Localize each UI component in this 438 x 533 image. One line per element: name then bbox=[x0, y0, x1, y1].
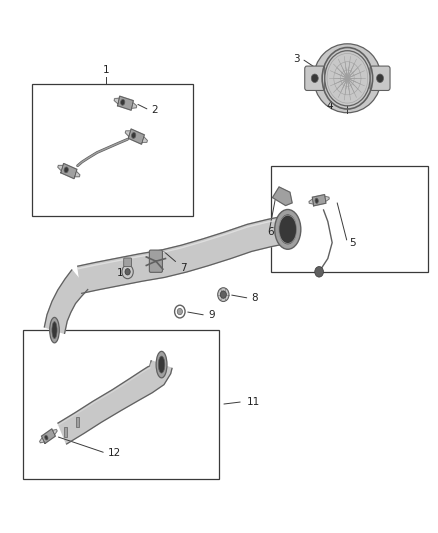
Polygon shape bbox=[42, 429, 55, 443]
Ellipse shape bbox=[156, 351, 167, 378]
Circle shape bbox=[325, 51, 370, 106]
Polygon shape bbox=[309, 199, 313, 204]
Circle shape bbox=[218, 288, 229, 302]
Text: 1: 1 bbox=[102, 64, 109, 75]
Polygon shape bbox=[142, 137, 147, 142]
Ellipse shape bbox=[314, 44, 381, 113]
Bar bbox=[64, 427, 67, 437]
Ellipse shape bbox=[52, 321, 57, 338]
Polygon shape bbox=[58, 165, 63, 171]
Circle shape bbox=[377, 74, 384, 83]
FancyBboxPatch shape bbox=[305, 66, 325, 91]
Text: 11: 11 bbox=[247, 397, 261, 407]
Polygon shape bbox=[117, 96, 133, 110]
Circle shape bbox=[122, 265, 133, 279]
Polygon shape bbox=[61, 164, 77, 179]
Text: 3: 3 bbox=[293, 54, 300, 63]
Ellipse shape bbox=[120, 99, 125, 105]
Polygon shape bbox=[58, 361, 172, 444]
Text: 8: 8 bbox=[252, 293, 258, 303]
Circle shape bbox=[315, 266, 323, 277]
Text: 6: 6 bbox=[267, 227, 273, 237]
FancyBboxPatch shape bbox=[149, 250, 162, 272]
Ellipse shape bbox=[49, 317, 59, 343]
Polygon shape bbox=[44, 270, 88, 333]
Text: 12: 12 bbox=[108, 448, 121, 458]
Circle shape bbox=[177, 309, 183, 315]
Polygon shape bbox=[114, 98, 119, 104]
Polygon shape bbox=[78, 217, 284, 293]
Polygon shape bbox=[272, 187, 292, 206]
Text: 7: 7 bbox=[180, 263, 187, 272]
Polygon shape bbox=[125, 131, 131, 136]
Ellipse shape bbox=[64, 167, 68, 173]
Circle shape bbox=[311, 74, 318, 83]
Ellipse shape bbox=[275, 209, 301, 249]
Polygon shape bbox=[39, 438, 44, 443]
Bar bbox=[32, 84, 193, 216]
Text: 10: 10 bbox=[117, 268, 130, 278]
Circle shape bbox=[220, 291, 226, 298]
FancyBboxPatch shape bbox=[124, 258, 131, 266]
Polygon shape bbox=[74, 171, 80, 177]
Ellipse shape bbox=[279, 215, 297, 244]
Polygon shape bbox=[325, 196, 329, 201]
Circle shape bbox=[175, 305, 185, 318]
Polygon shape bbox=[128, 129, 144, 144]
Text: 4: 4 bbox=[327, 101, 333, 111]
Polygon shape bbox=[131, 102, 137, 108]
Ellipse shape bbox=[315, 198, 318, 204]
Polygon shape bbox=[312, 195, 326, 206]
Ellipse shape bbox=[45, 435, 48, 440]
Text: 2: 2 bbox=[152, 105, 158, 115]
Ellipse shape bbox=[131, 133, 136, 139]
FancyBboxPatch shape bbox=[370, 66, 390, 91]
Bar bbox=[271, 166, 428, 272]
Bar bbox=[76, 417, 79, 426]
Bar bbox=[23, 330, 219, 479]
Polygon shape bbox=[53, 430, 57, 435]
Circle shape bbox=[125, 269, 130, 275]
Ellipse shape bbox=[158, 356, 165, 373]
Text: 5: 5 bbox=[350, 238, 356, 248]
Text: 9: 9 bbox=[208, 310, 215, 320]
